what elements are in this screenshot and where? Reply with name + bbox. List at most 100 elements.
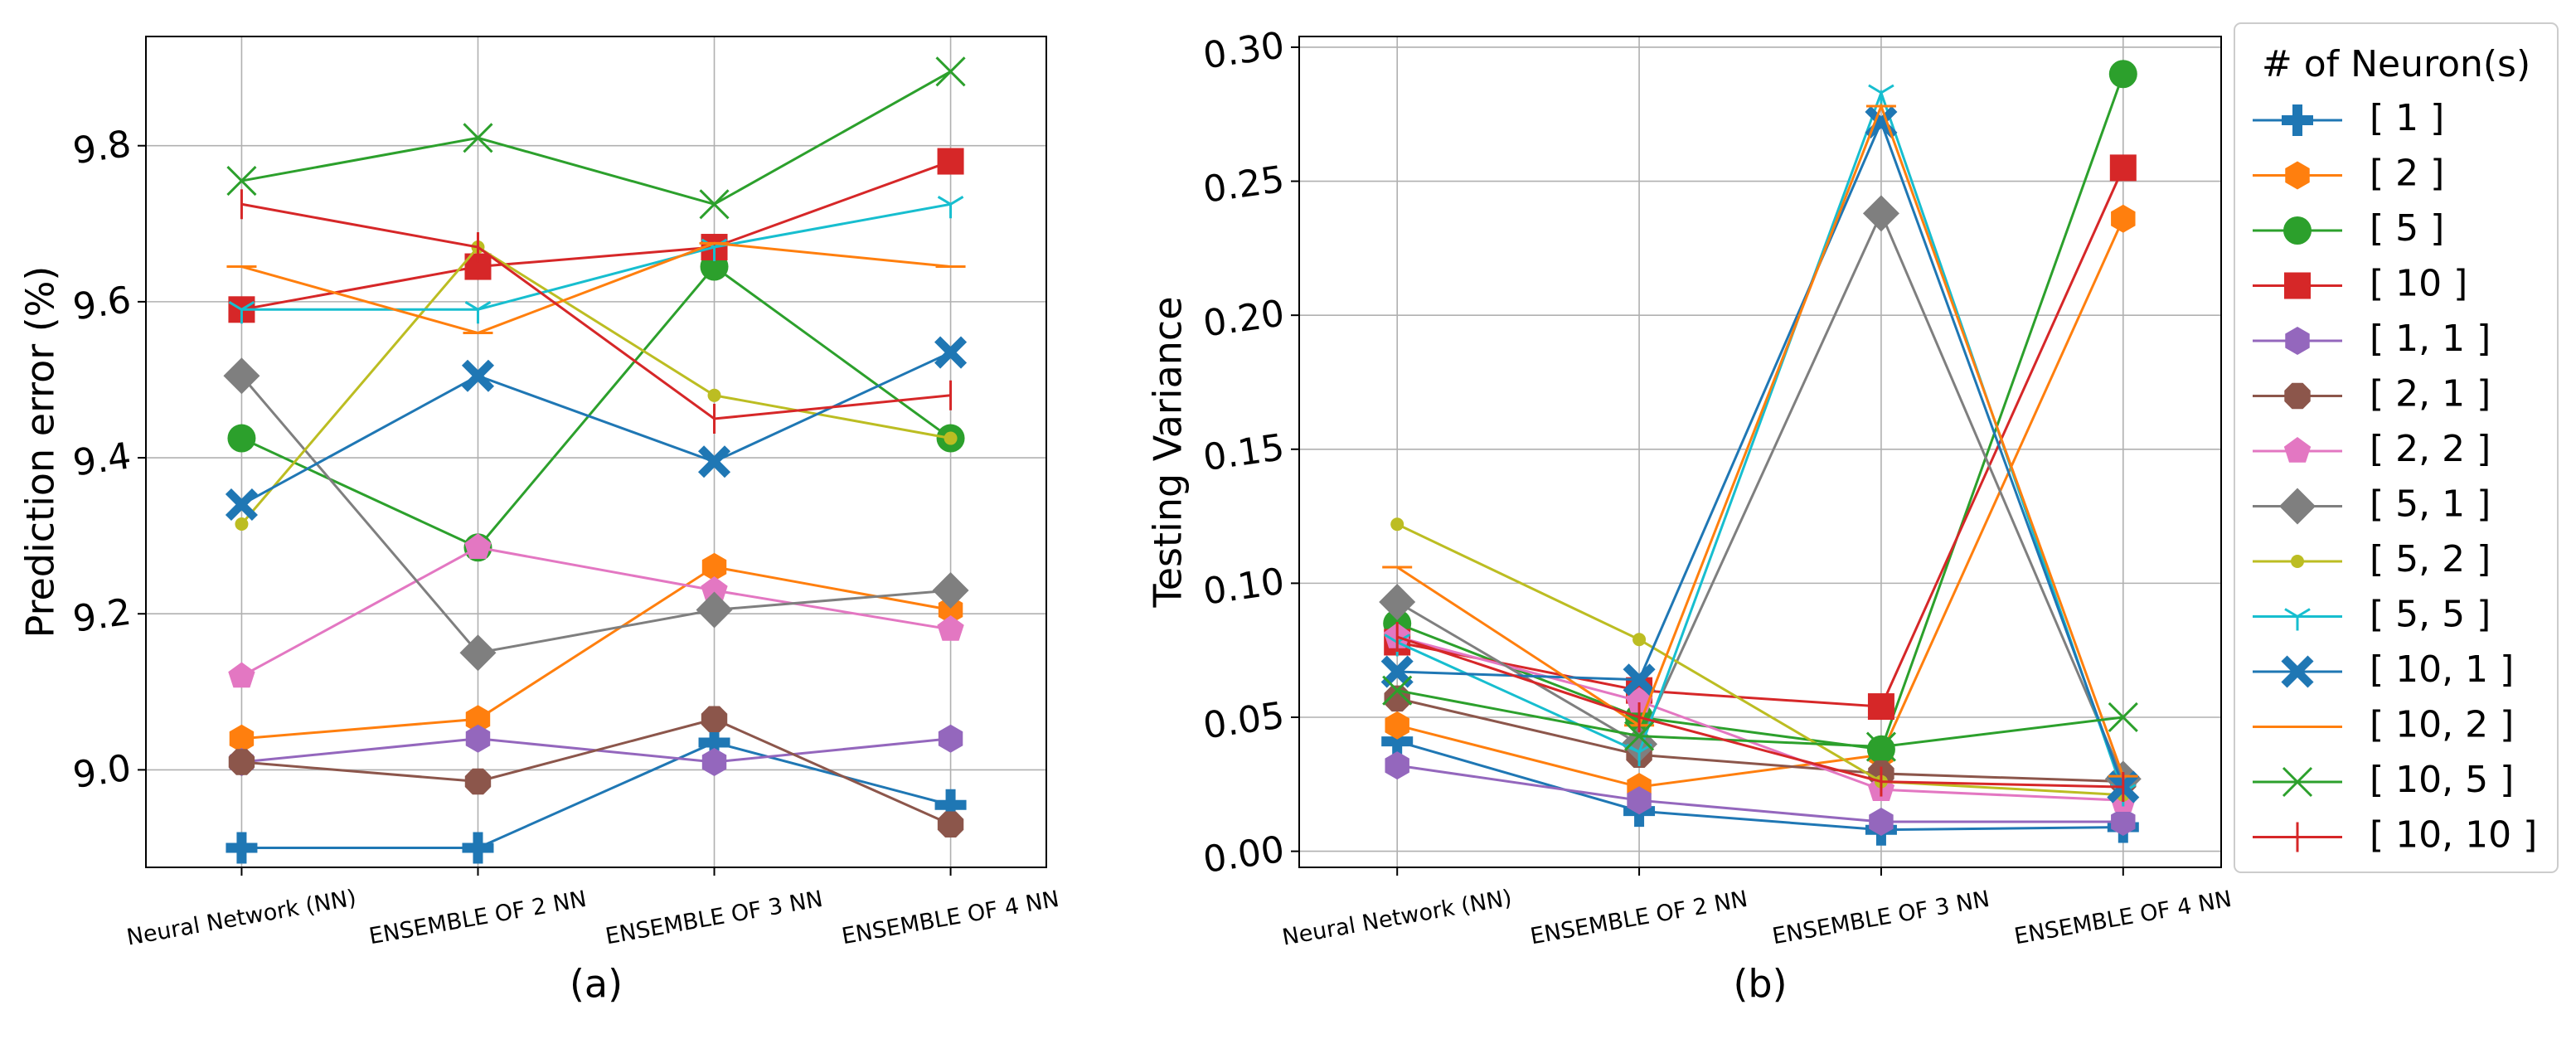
legend-label-10-10: [ 10, 10 ] bbox=[2370, 814, 2537, 857]
panel-b-point-10-5-1 bbox=[1624, 721, 1655, 751]
panel-a-line-10-10 bbox=[241, 202, 951, 420]
panel-a-point-5-2-3 bbox=[944, 431, 958, 445]
panel-a-line-5 bbox=[240, 265, 952, 550]
panel-b-point-5-2-0 bbox=[1390, 517, 1404, 532]
panel-b-point-1-0 bbox=[1381, 726, 1414, 758]
legend-marker-1 bbox=[2282, 104, 2313, 136]
panel-a-point-10-3 bbox=[937, 148, 964, 175]
panel-a-line-5-1 bbox=[240, 375, 951, 654]
panel-b-point-5-2-1 bbox=[1632, 633, 1647, 647]
panel-a-point-1-1-1 bbox=[465, 724, 491, 753]
panel-b-point-10-5-3 bbox=[2108, 702, 2138, 733]
panel-b-line-5-1 bbox=[1396, 210, 2125, 779]
panel-a-series-2-1 bbox=[228, 706, 964, 838]
legend-marker-2-1 bbox=[2284, 382, 2311, 410]
legend-entry-2: [ 2 ] bbox=[2253, 153, 2444, 195]
legend-entry-5-5: [ 5, 5 ] bbox=[2253, 594, 2491, 636]
legend-marker-5-5 bbox=[2284, 608, 2311, 631]
panel-a-line-2-1 bbox=[241, 717, 952, 826]
panel-a-series-10-5 bbox=[226, 56, 966, 220]
panel-a-point-2-3 bbox=[938, 595, 963, 624]
legend-marker-10-1 bbox=[2281, 655, 2314, 688]
panel-a-line-2 bbox=[241, 566, 951, 740]
legend-label-1: [ 1 ] bbox=[2370, 97, 2444, 139]
legend-marker-5-1 bbox=[2279, 488, 2316, 525]
legend-entry-5-1: [ 5, 1 ] bbox=[2253, 483, 2491, 526]
panel-b-gridlines bbox=[1299, 36, 2221, 867]
panel-a-line-10-2 bbox=[241, 241, 951, 335]
panel-b-line-2 bbox=[1396, 218, 2125, 789]
panel-a-point-2-2-3 bbox=[937, 615, 964, 641]
panel-a-point-10-5-3 bbox=[935, 56, 966, 87]
panel-a-point-2-0 bbox=[229, 724, 255, 753]
panel-a-point-1-2 bbox=[698, 726, 730, 759]
panel-b-point-5-1-0 bbox=[1379, 584, 1416, 621]
panel-b-line-5-2 bbox=[1396, 522, 2123, 797]
legend-entry-1: [ 1 ] bbox=[2253, 97, 2444, 139]
legend-label-10-5: [ 10, 5 ] bbox=[2370, 759, 2514, 801]
panel-a-point-2-1 bbox=[465, 705, 491, 734]
panel-b-point-2-3 bbox=[2111, 204, 2136, 233]
panel-a-point-5-1-2 bbox=[696, 591, 733, 629]
panel-a-point-2-2-2 bbox=[701, 576, 728, 602]
legend-marker-5-2 bbox=[2291, 555, 2304, 568]
panel-a-series bbox=[223, 56, 969, 864]
panel-b-line-5 bbox=[1396, 73, 2125, 751]
panel-b-series-10-10 bbox=[1395, 622, 2125, 803]
panel-b-line-1 bbox=[1396, 740, 2123, 832]
panel-a-point-1-1-3 bbox=[938, 724, 963, 753]
panel-a-point-2-1-1 bbox=[464, 768, 492, 795]
panel-b-line-10-1 bbox=[1397, 119, 2125, 788]
legend-marker-2 bbox=[2285, 161, 2310, 190]
panel-a-point-10-1-3 bbox=[934, 336, 968, 369]
panel-a-y-axis-title: Prediction error (%) bbox=[18, 266, 63, 638]
panel-b-point-1-1-3 bbox=[2111, 808, 2136, 837]
panel-b-point-5-3 bbox=[2108, 60, 2137, 89]
legend-label-5-5: [ 5, 5 ] bbox=[2370, 594, 2491, 636]
panel-a-series-2 bbox=[229, 552, 963, 753]
legend: # of Neuron(s) [ 1 ] [ 2 ] [ 5 ] [ 10 ] [ 1, … bbox=[2234, 22, 2559, 873]
legend-entry-1-1: [ 1, 1 ] bbox=[2253, 318, 2491, 360]
panel-a-y-ticks: 9.0 9.2 9.4 9.6 9.8 bbox=[70, 123, 146, 797]
panel-a-point-2-2 bbox=[701, 552, 727, 581]
panel-b-line-2-1 bbox=[1396, 697, 2123, 784]
legend-entry-5: [ 5 ] bbox=[2253, 207, 2444, 250]
panel-b-point-10-2 bbox=[1867, 693, 1894, 721]
panel-b-line-2-2 bbox=[1396, 635, 2123, 802]
panel-a-point-2-1-3 bbox=[937, 811, 964, 838]
panel-a-series-2-2 bbox=[228, 533, 964, 688]
panel-a-ytick-label-1: 9.2 bbox=[70, 590, 133, 640]
panel-a-point-10-5-1 bbox=[463, 123, 493, 153]
panel-a-series-5-1 bbox=[223, 357, 969, 672]
panel-b-series bbox=[1379, 60, 2142, 846]
panel-a-point-2-1-0 bbox=[228, 749, 255, 775]
panel-a-point-10-1-2 bbox=[697, 445, 731, 478]
legend-marker-2-2 bbox=[2283, 437, 2312, 463]
panel-b-line-10 bbox=[1396, 167, 2125, 708]
panel-b-panel-label: (b) bbox=[1733, 962, 1787, 1007]
panel-b-point-1-1-0 bbox=[1385, 751, 1409, 780]
legend-label-1-1: [ 1, 1 ] bbox=[2370, 318, 2491, 360]
legend-label-5: [ 5 ] bbox=[2370, 207, 2444, 250]
panel-b-point-1-1-2 bbox=[1869, 808, 1894, 837]
panel-a-point-5-5-0 bbox=[228, 301, 255, 324]
panel-b-point-2-0 bbox=[1385, 711, 1409, 740]
panel-b-point-5-2 bbox=[1866, 735, 1895, 764]
panel-a-ytick-label-4: 9.8 bbox=[70, 123, 133, 172]
panel-b-point-10-3 bbox=[2109, 154, 2137, 182]
panel-a-line-5-5 bbox=[241, 202, 951, 311]
panel-b-point-10-5-2 bbox=[1865, 731, 1896, 762]
panel-a-point-5-5-3 bbox=[937, 195, 964, 219]
panel-a-series-1 bbox=[226, 726, 967, 864]
panel-a-line-10 bbox=[241, 160, 952, 311]
legend-label-10-2: [ 10, 2 ] bbox=[2370, 704, 2514, 746]
legend-entry-10: [ 10 ] bbox=[2253, 263, 2467, 305]
panel-a-point-10-1-0 bbox=[225, 488, 258, 522]
legend-label-5-1: [ 5, 1 ] bbox=[2370, 483, 2491, 526]
legend-frame bbox=[2234, 22, 2559, 873]
legend-marker-1-1 bbox=[2285, 327, 2310, 355]
legend-label-2: [ 2 ] bbox=[2370, 153, 2444, 195]
panel-b-y-axis-title: Testing Variance bbox=[1146, 296, 1191, 608]
panel-b-point-10-5-0 bbox=[1382, 675, 1413, 706]
legend-entry-10-2: [ 10, 2 ] bbox=[2253, 704, 2514, 746]
